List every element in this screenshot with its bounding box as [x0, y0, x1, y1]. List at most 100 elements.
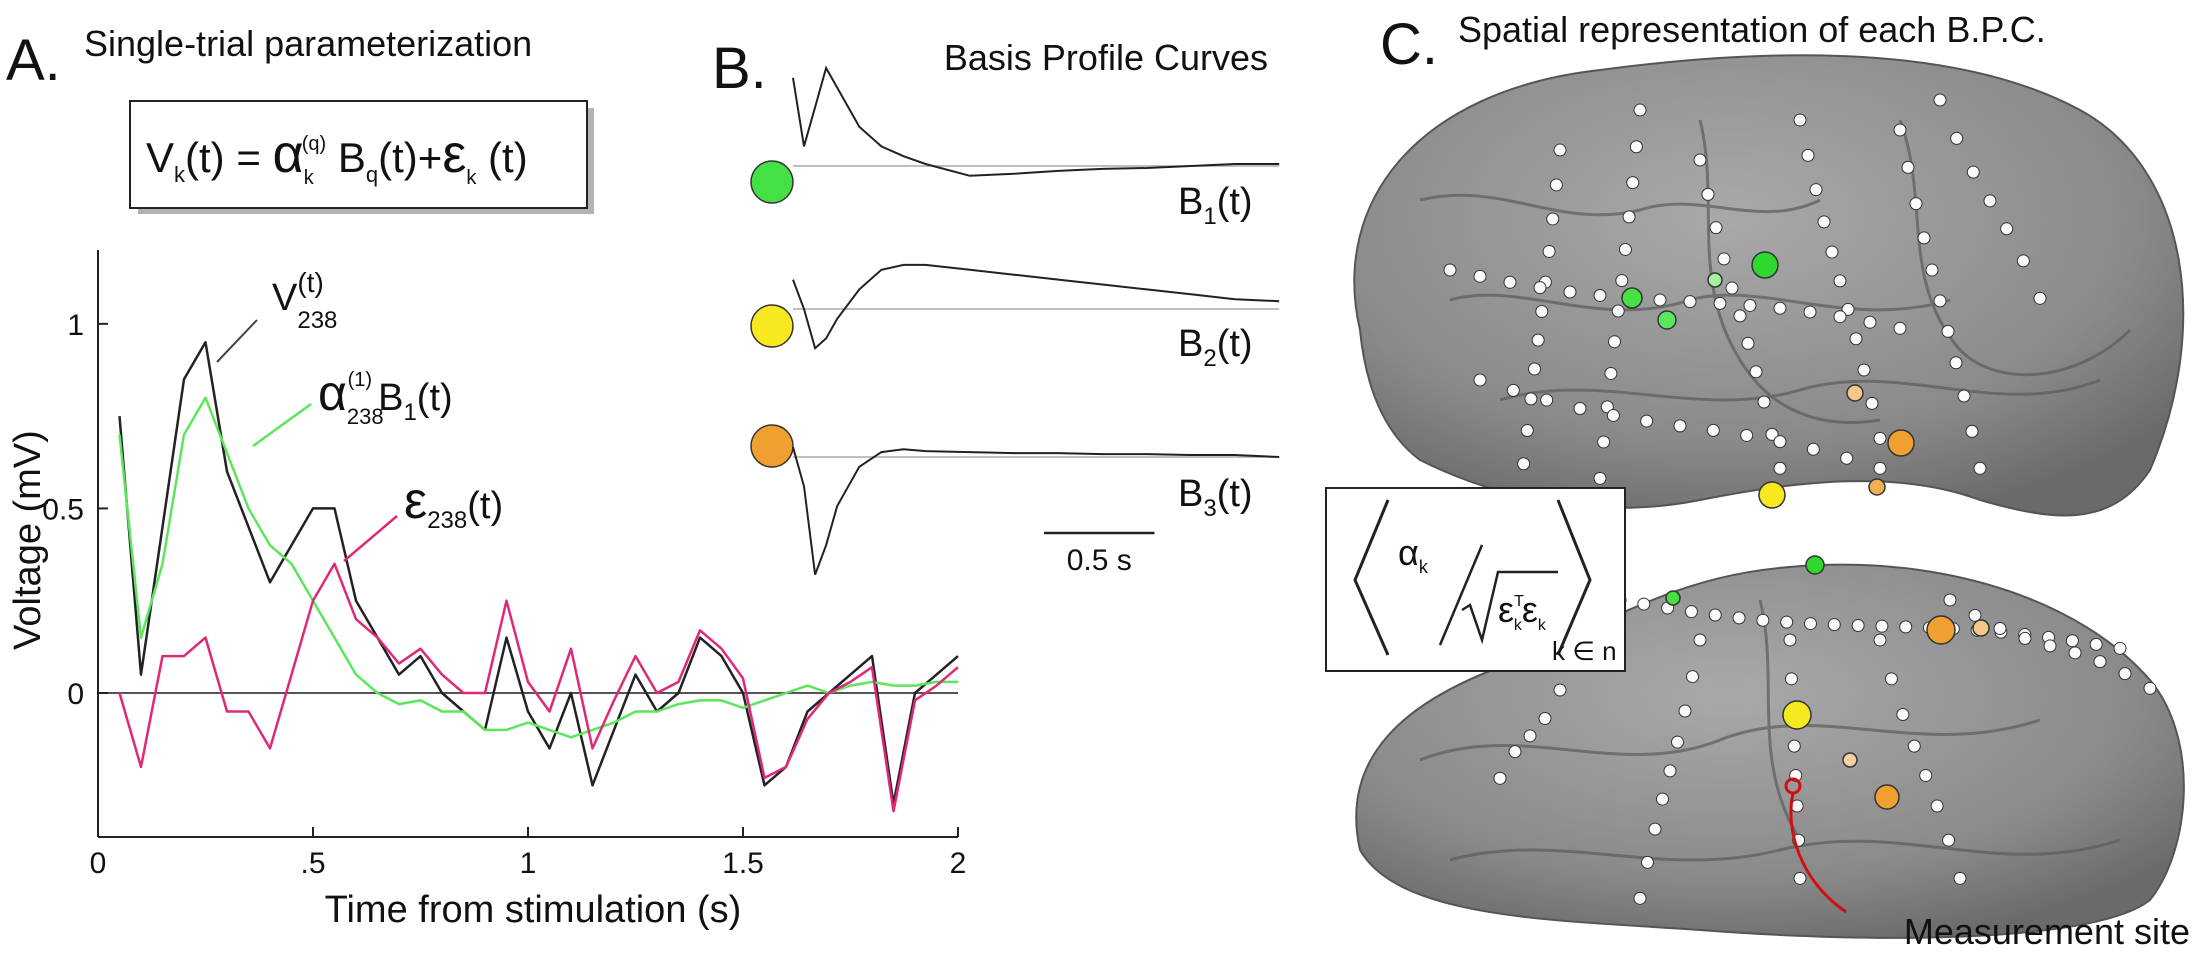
electrode-colored — [1868, 478, 1886, 496]
electrode — [1725, 281, 1739, 295]
f: k — [1419, 557, 1429, 577]
a: B — [378, 377, 403, 419]
x-tick-label: 1 — [520, 847, 537, 880]
electrode — [1873, 431, 1887, 445]
formula-subscript: k ∈ n — [1552, 636, 1617, 666]
electrode — [1749, 365, 1763, 379]
electrode — [1648, 822, 1662, 836]
electrode — [1743, 298, 1757, 312]
electrode — [1803, 617, 1817, 631]
electrode — [1629, 140, 1643, 154]
electrode — [1563, 285, 1577, 299]
electrode — [1531, 333, 1545, 347]
electrode — [1933, 93, 1947, 107]
electrode — [1503, 275, 1517, 289]
electrode — [1953, 871, 1967, 885]
electrode — [1693, 153, 1707, 167]
electrode — [1968, 608, 1982, 622]
electrode — [1993, 621, 2007, 635]
panel-title: Basis Profile Curves — [944, 37, 1268, 78]
a: 1 — [403, 399, 416, 426]
a: ε — [404, 472, 427, 530]
y-tick-label: 0.5 — [42, 493, 84, 526]
f: k — [466, 167, 477, 189]
electrode — [1524, 392, 1538, 406]
basis-curve — [792, 263, 1280, 351]
electrode — [1941, 324, 1955, 338]
electrode — [1863, 315, 1877, 329]
electrode — [1840, 451, 1854, 465]
curve-label: B2(t) — [1178, 323, 1253, 372]
electrode — [2068, 646, 2082, 660]
electrode — [2016, 254, 2030, 268]
formula-box — [129, 100, 588, 209]
electrode — [1508, 745, 1522, 759]
legend-marker — [750, 160, 794, 204]
x-tick-label: 2 — [950, 847, 967, 880]
electrode — [1653, 293, 1667, 307]
panel-title: Single-trial parameterization — [84, 23, 532, 64]
electrode — [1893, 321, 1907, 335]
sulcus — [1499, 378, 2101, 402]
electrode-colored — [1758, 481, 1786, 509]
x-tick-label: .5 — [300, 847, 325, 880]
label-part: B — [1178, 181, 1203, 223]
electrode — [1553, 683, 1567, 697]
electrode — [2043, 639, 2057, 653]
label-part: (t) — [1217, 323, 1253, 365]
electrode — [1757, 395, 1771, 409]
plot-b: B1(t)B2(t)B3(t)0.5 s — [750, 65, 1280, 577]
formula: εT kεk — [1498, 589, 1547, 634]
electrode — [1663, 764, 1677, 778]
electrode — [1506, 383, 1520, 397]
electrode — [1773, 435, 1787, 449]
a: (1) — [348, 369, 372, 391]
electrode — [1732, 611, 1746, 625]
electrode-colored — [1805, 555, 1825, 575]
sqrt — [1461, 570, 1558, 645]
electrode — [1893, 123, 1907, 137]
electrode — [1717, 252, 1731, 266]
electrode — [1637, 597, 1651, 611]
annotation: ε238(t) — [404, 472, 503, 534]
series-line — [118, 562, 959, 813]
legend-marker — [750, 424, 794, 468]
electrode-colored — [1846, 384, 1864, 402]
electrode-colored — [1926, 615, 1956, 645]
sulcus — [1419, 193, 1821, 217]
sulcus — [1758, 599, 1802, 841]
electrode — [1493, 771, 1507, 785]
electrode — [1942, 833, 1956, 847]
electrode-colored — [1874, 784, 1900, 810]
electrode — [1683, 295, 1697, 309]
electrode — [1833, 274, 1847, 288]
leader-line — [216, 319, 258, 363]
electrode — [2113, 641, 2127, 655]
sulci — [1419, 119, 2132, 862]
y-axis-title: Voltage (mV) — [7, 430, 49, 650]
y-tick-label: 1 — [67, 309, 84, 342]
a: 238 — [347, 404, 384, 429]
electrode — [1909, 197, 1923, 211]
electrode-colored — [1782, 700, 1812, 730]
electrode — [1701, 187, 1715, 201]
electrode — [1957, 389, 1971, 403]
angle-brackets — [1353, 499, 1592, 656]
electrode — [1950, 131, 1964, 145]
electrode — [1604, 366, 1618, 380]
electrode — [1907, 739, 1921, 753]
electrode — [1622, 210, 1636, 224]
electrode-colored — [1657, 310, 1677, 330]
a: 238 — [297, 307, 337, 334]
electrode — [1827, 618, 1841, 632]
electrode — [1780, 615, 1794, 629]
electrode — [1965, 424, 1979, 438]
electrode — [1708, 608, 1722, 622]
electrode — [1733, 309, 1747, 323]
formula: Vk(t) = αk(q) Bq(t)+εk (t) — [146, 124, 528, 189]
electrode — [1593, 288, 1607, 302]
electrode — [1626, 176, 1640, 190]
electrode — [1546, 212, 1560, 226]
electrode — [1873, 633, 1887, 647]
